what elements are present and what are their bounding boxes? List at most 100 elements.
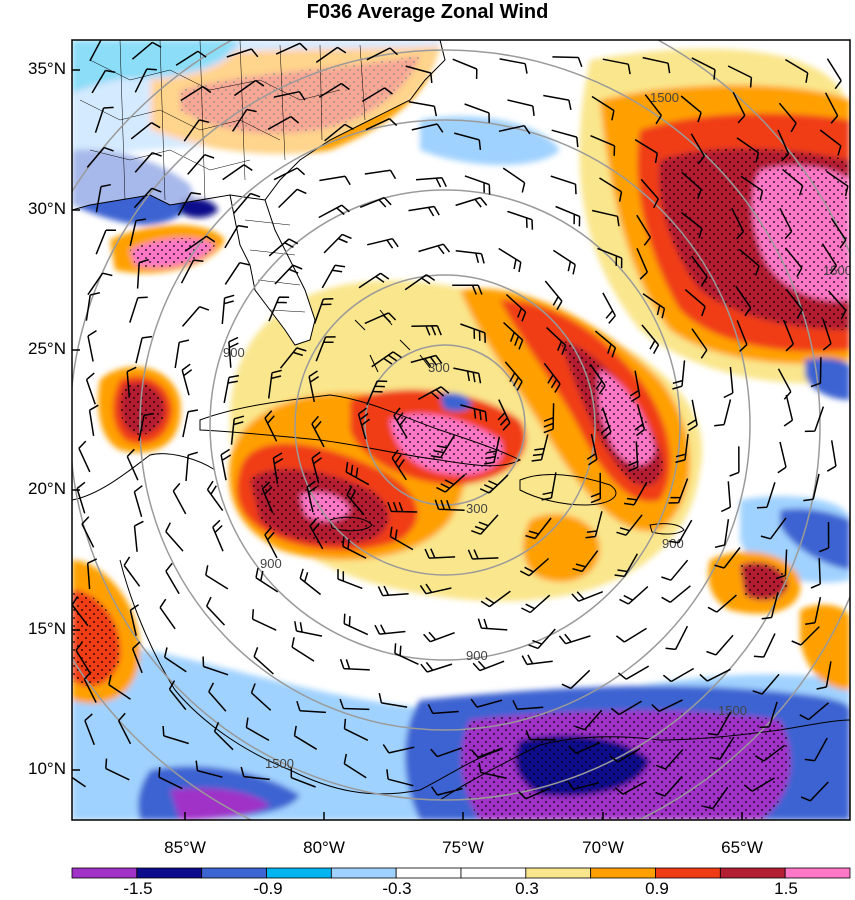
- wind-barb: [361, 87, 393, 103]
- wind-barb: [830, 217, 847, 249]
- wind-barb: [804, 406, 825, 433]
- wind-barb: [602, 292, 616, 324]
- wind-barb: [783, 394, 794, 427]
- wind-barb: [343, 753, 367, 779]
- wind-barb: [460, 323, 486, 343]
- wind-barb: [668, 519, 693, 544]
- wind-barb: [213, 721, 234, 751]
- wind-barb: [498, 247, 522, 273]
- wind-barb: [777, 441, 787, 474]
- wind-barb: [165, 562, 180, 595]
- wind-barb: [732, 91, 746, 124]
- wind-barb: [785, 58, 809, 83]
- wind-barb: [126, 448, 139, 481]
- wind-barb: [133, 187, 162, 209]
- wind-barb: [274, 264, 303, 285]
- wind-barb: [345, 461, 370, 486]
- wind-barb: [668, 478, 689, 504]
- wind-barb: [784, 247, 803, 278]
- wind-barb: [181, 363, 193, 396]
- wind-barb: [268, 238, 299, 257]
- wind-barb: [206, 596, 226, 626]
- wind-barb: [404, 274, 436, 291]
- wind-barb: [623, 481, 648, 506]
- lon-label-65w: 65°W: [721, 838, 763, 857]
- wind-barb: [159, 598, 176, 630]
- wind-barb: [651, 699, 683, 712]
- wind-barb: [477, 618, 508, 631]
- wind-barbs: [72, 40, 849, 810]
- lat-label-30n: 30°N: [28, 199, 66, 218]
- wind-barb: [408, 205, 440, 217]
- colorbar-label: 1.5: [774, 879, 798, 898]
- wind-barb: [567, 780, 599, 790]
- wind-barb: [75, 641, 91, 673]
- wind-barb: [826, 440, 837, 472]
- wind-barb: [672, 360, 686, 390]
- range-ring-label: 1500: [650, 90, 679, 105]
- wind-barb: [551, 129, 579, 148]
- wind-barb: [105, 758, 130, 781]
- wind-barb: [306, 480, 318, 513]
- wind-barb: [205, 565, 229, 590]
- wind-barb: [415, 176, 447, 188]
- wind-barb: [162, 725, 189, 745]
- shade-patch: [180, 198, 218, 218]
- wind-barb: [250, 683, 272, 711]
- wind-barb: [544, 280, 563, 311]
- wind-barb: [803, 473, 820, 502]
- range-ring-300: [294, 274, 596, 576]
- wind-barb: [615, 627, 647, 643]
- wind-barb: [436, 474, 466, 493]
- wind-barb: [240, 766, 270, 781]
- lon-label-80w: 80°W: [303, 838, 345, 857]
- wind-barb: [272, 452, 284, 484]
- wind-barb: [634, 404, 646, 437]
- wind-barb: [782, 319, 794, 352]
- lat-label-15n: 15°N: [28, 619, 66, 638]
- wind-barb: [507, 210, 534, 230]
- wind-barb: [87, 272, 113, 296]
- wind-barb: [619, 586, 649, 605]
- wind-barb: [799, 702, 829, 721]
- wind-barb: [591, 95, 615, 121]
- wind-barb: [690, 133, 706, 165]
- wind-barb: [720, 481, 732, 513]
- wind-barb: [655, 748, 684, 770]
- wind-barb: [602, 58, 631, 75]
- wind-barb: [410, 354, 443, 368]
- wind-barb: [377, 585, 409, 597]
- wind-barb: [387, 501, 418, 513]
- colorbar-swatch: [266, 867, 332, 879]
- wind-barb: [614, 553, 639, 578]
- wind-barb: [558, 633, 591, 645]
- colorbar-label: 0.9: [645, 879, 669, 898]
- wind-barb: [293, 725, 318, 750]
- wind-barb: [319, 175, 351, 186]
- wind-barb: [680, 211, 703, 239]
- wind-barb: [275, 42, 308, 55]
- wind-barb: [455, 196, 488, 208]
- wind-barb: [642, 56, 671, 74]
- wind-barb: [597, 247, 623, 269]
- wind-barb: [478, 762, 507, 779]
- wind-barb: [731, 207, 745, 240]
- south-america-coast: [439, 719, 850, 801]
- range-ring-label: 900: [260, 556, 282, 571]
- wind-barb: [617, 665, 650, 680]
- wind-barb: [378, 692, 408, 708]
- wind-barb: [386, 769, 414, 787]
- wind-barb: [518, 787, 550, 800]
- wind-barb: [359, 196, 392, 208]
- wind-barb: [180, 85, 212, 102]
- wind-barb: [181, 305, 210, 327]
- wind-barb: [528, 628, 556, 650]
- wind-barb: [452, 284, 483, 295]
- wind-barb: [357, 407, 371, 440]
- wind-barb: [72, 776, 86, 788]
- wind-barb: [479, 474, 509, 494]
- wind-barb: [779, 207, 793, 240]
- wind-barb: [470, 747, 503, 758]
- wind-barb: [760, 517, 787, 540]
